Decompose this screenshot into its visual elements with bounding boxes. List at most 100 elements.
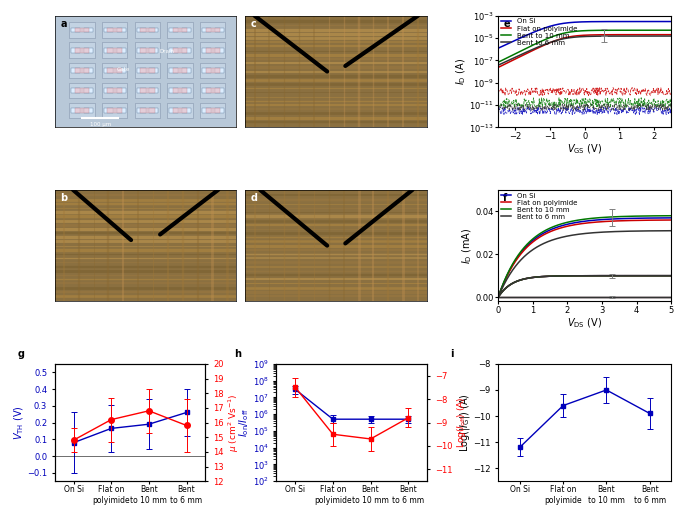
Y-axis label: $V_\mathrm{TH}$ (V): $V_\mathrm{TH}$ (V): [12, 405, 25, 440]
Bar: [206, 48, 220, 52]
Bar: [136, 68, 146, 73]
Bar: [169, 68, 178, 73]
Bar: [167, 22, 192, 38]
Bar: [108, 48, 122, 52]
Bar: [71, 68, 80, 73]
Text: g: g: [17, 349, 24, 359]
Bar: [136, 88, 146, 93]
Y-axis label: $I_\mathrm{D}$ (mA): $I_\mathrm{D}$ (mA): [460, 228, 474, 264]
Bar: [167, 63, 192, 78]
Bar: [200, 103, 225, 118]
Bar: [136, 48, 146, 52]
Bar: [169, 48, 178, 52]
Y-axis label: $I_\mathrm{D}$ (A): $I_\mathrm{D}$ (A): [454, 58, 468, 85]
Bar: [84, 108, 93, 113]
Bar: [182, 68, 191, 73]
Text: h: h: [234, 349, 241, 359]
Bar: [104, 48, 113, 52]
Text: d: d: [251, 193, 258, 203]
Bar: [84, 68, 93, 73]
Bar: [136, 28, 146, 32]
Bar: [206, 28, 220, 32]
Bar: [116, 48, 125, 52]
Bar: [104, 68, 113, 73]
Bar: [214, 28, 224, 32]
Bar: [214, 48, 224, 52]
Bar: [214, 88, 224, 93]
Bar: [167, 42, 192, 58]
Text: b: b: [60, 193, 67, 203]
X-axis label: $V_\mathrm{GS}$ (V): $V_\mathrm{GS}$ (V): [567, 142, 602, 155]
Bar: [75, 88, 89, 93]
Bar: [104, 108, 113, 113]
X-axis label: $V_\mathrm{DS}$ (V): $V_\mathrm{DS}$ (V): [567, 316, 602, 329]
Bar: [135, 42, 160, 58]
Y-axis label: $\mu$ (cm$^2$ Vs$^{-1}$): $\mu$ (cm$^2$ Vs$^{-1}$): [226, 393, 241, 452]
Bar: [173, 48, 188, 52]
Bar: [71, 28, 80, 32]
Bar: [69, 22, 95, 38]
Bar: [71, 88, 80, 93]
Bar: [108, 108, 122, 113]
Bar: [206, 108, 220, 113]
Bar: [135, 83, 160, 98]
Bar: [71, 48, 80, 52]
Bar: [69, 42, 95, 58]
Y-axis label: Log($I_\mathrm{off}$) (A): Log($I_\mathrm{off}$) (A): [455, 396, 468, 448]
Text: Drain: Drain: [160, 49, 175, 54]
Bar: [202, 88, 211, 93]
Bar: [202, 68, 211, 73]
Bar: [75, 108, 89, 113]
Text: a: a: [60, 19, 66, 29]
Bar: [102, 63, 127, 78]
Bar: [102, 22, 127, 38]
Bar: [69, 83, 95, 98]
Bar: [149, 88, 158, 93]
Bar: [169, 28, 178, 32]
Bar: [140, 88, 155, 93]
Bar: [202, 28, 211, 32]
Bar: [200, 83, 225, 98]
Bar: [200, 22, 225, 38]
Bar: [202, 108, 211, 113]
Bar: [214, 108, 224, 113]
Text: Gate: Gate: [117, 67, 130, 72]
Bar: [104, 88, 113, 93]
Text: 100 μm: 100 μm: [90, 122, 111, 127]
Bar: [167, 103, 192, 118]
Bar: [75, 68, 89, 73]
Bar: [214, 68, 224, 73]
Bar: [149, 108, 158, 113]
Legend: On Si, Flat on polyimide, Bent to 10 mm, Bent to 6 mm: On Si, Flat on polyimide, Bent to 10 mm,…: [500, 18, 578, 47]
Bar: [202, 48, 211, 52]
Bar: [108, 28, 122, 32]
Bar: [200, 42, 225, 58]
Bar: [182, 88, 191, 93]
Bar: [116, 108, 125, 113]
Bar: [116, 68, 125, 73]
Bar: [116, 88, 125, 93]
Bar: [102, 83, 127, 98]
Bar: [206, 88, 220, 93]
Text: e: e: [503, 19, 510, 29]
Bar: [104, 28, 113, 32]
Text: f: f: [503, 193, 508, 203]
Bar: [135, 22, 160, 38]
Text: c: c: [251, 19, 257, 29]
Bar: [71, 108, 80, 113]
Bar: [173, 28, 188, 32]
Bar: [140, 48, 155, 52]
Bar: [169, 88, 178, 93]
Bar: [149, 68, 158, 73]
Bar: [140, 108, 155, 113]
Bar: [149, 48, 158, 52]
Bar: [136, 108, 146, 113]
Bar: [173, 108, 188, 113]
Bar: [84, 48, 93, 52]
Y-axis label: Log($|I_\mathrm{G}|$) (A): Log($|I_\mathrm{G}|$) (A): [458, 393, 472, 452]
Bar: [173, 68, 188, 73]
Bar: [140, 68, 155, 73]
Bar: [135, 63, 160, 78]
Bar: [108, 68, 122, 73]
Bar: [102, 42, 127, 58]
